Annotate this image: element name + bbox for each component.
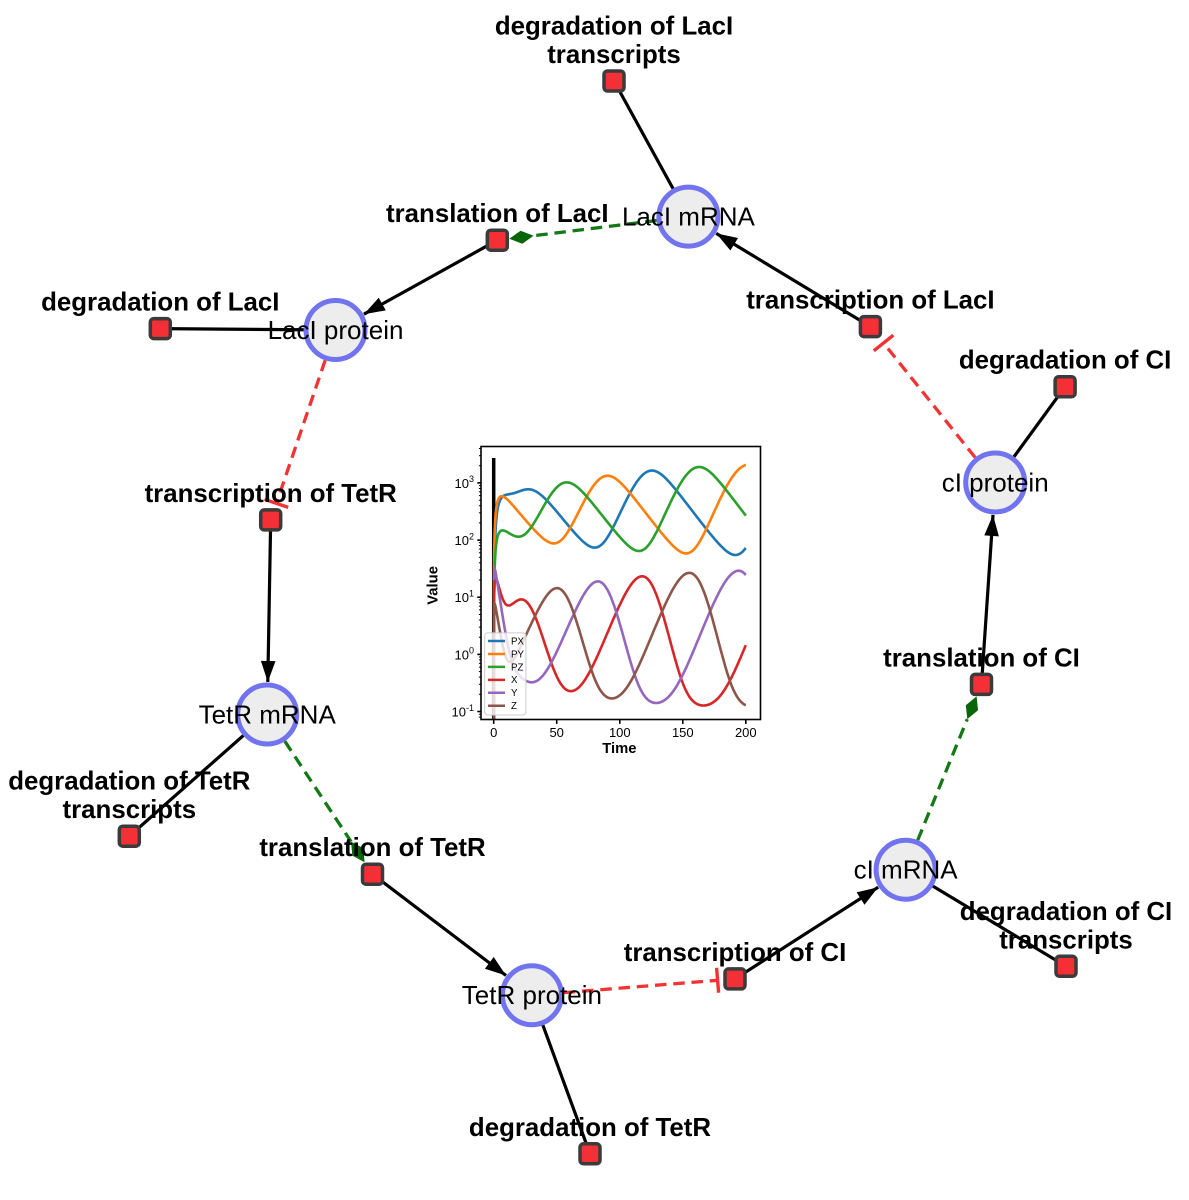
svg-text:degradation of TetR: degradation of TetR [8,768,250,796]
svg-text:cI mRNA: cI mRNA [854,855,959,885]
svg-text:degradation of CI: degradation of CI [959,347,1172,375]
svg-text:degradation of LacI: degradation of LacI [495,13,733,41]
svg-text:transcription of LacI: transcription of LacI [746,287,994,315]
svg-text:degradation of LacI: degradation of LacI [41,289,279,317]
svg-text:Z: Z [511,701,517,712]
svg-text:Value: Value [426,566,442,605]
svg-text:transcription of CI: transcription of CI [624,939,847,967]
svg-text:translation of CI: translation of CI [883,644,1080,672]
svg-text:TetR protein: TetR protein [462,980,602,1010]
svg-text:degradation of CI: degradation of CI [960,898,1173,926]
svg-text:LacI mRNA: LacI mRNA [622,202,756,232]
svg-text:TetR mRNA: TetR mRNA [199,700,337,730]
svg-text:transcription of TetR: transcription of TetR [145,480,398,508]
svg-text:0: 0 [490,725,497,740]
svg-text:50: 50 [549,725,563,740]
svg-text:translation of TetR: translation of TetR [259,834,486,862]
svg-text:PX: PX [511,636,524,647]
svg-text:cI protein: cI protein [942,468,1049,498]
svg-text:100: 100 [609,725,631,740]
svg-text:degradation of TetR: degradation of TetR [469,1114,711,1142]
svg-text:LacI protein: LacI protein [268,315,404,345]
svg-text:PZ: PZ [511,662,523,673]
svg-text:transcripts: transcripts [999,926,1133,954]
svg-text:transcripts: transcripts [63,796,197,824]
svg-text:PY: PY [511,649,524,660]
svg-text:Y: Y [511,688,518,699]
svg-text:translation of LacI: translation of LacI [386,200,609,228]
svg-text:X: X [511,675,518,686]
svg-text:transcripts: transcripts [547,41,681,69]
svg-text:Time: Time [602,741,636,757]
svg-text:150: 150 [672,725,694,740]
svg-text:200: 200 [735,725,757,740]
